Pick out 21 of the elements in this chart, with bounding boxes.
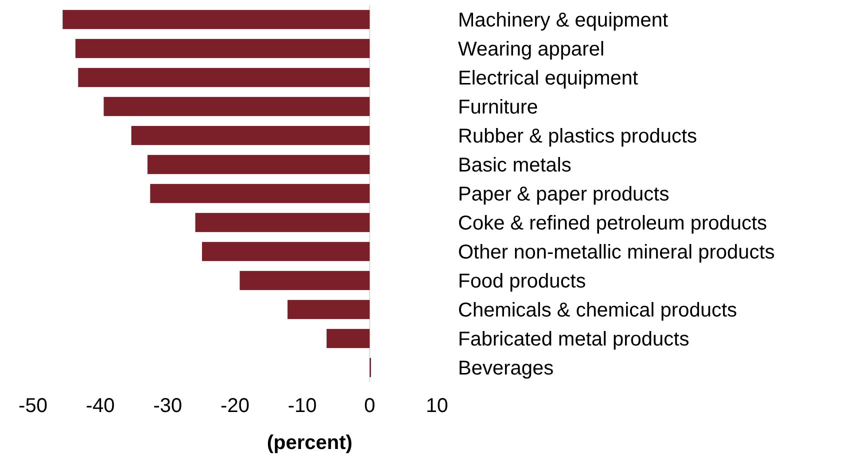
y-tick-label: Furniture [458, 96, 538, 118]
y-tick-label: Beverages [458, 358, 554, 380]
x-tick-label: -40 [86, 395, 115, 418]
y-tick-label: Electrical equipment [458, 68, 639, 90]
y-tick-label: Wearing apparel [458, 38, 604, 60]
x-tick-label: 0 [364, 395, 376, 418]
y-tick-label: Other non-metallic mineral products [458, 242, 775, 264]
x-tick-label: -30 [153, 395, 182, 418]
y-tick-label: Chemicals & chemical products [458, 300, 737, 322]
y-tick-label: Paper & paper products [458, 184, 670, 206]
x-axis-title: (percent) [266, 432, 352, 454]
y-tick-label: Machinery & equipment [458, 10, 669, 32]
x-tick-label: 10 [426, 395, 448, 418]
x-tick-label: -20 [220, 395, 250, 418]
y-tick-label: Rubber & plastics products [458, 126, 698, 148]
y-tick-label: Coke & refined petroleum products [458, 212, 768, 234]
y-tick-label: Fabricated metal products [458, 328, 690, 350]
y-tick-label: Basic metals [458, 154, 572, 176]
x-tick-label: -50 [18, 395, 48, 418]
y-tick-label: Food products [458, 270, 586, 292]
x-tick-label: -10 [288, 395, 317, 418]
